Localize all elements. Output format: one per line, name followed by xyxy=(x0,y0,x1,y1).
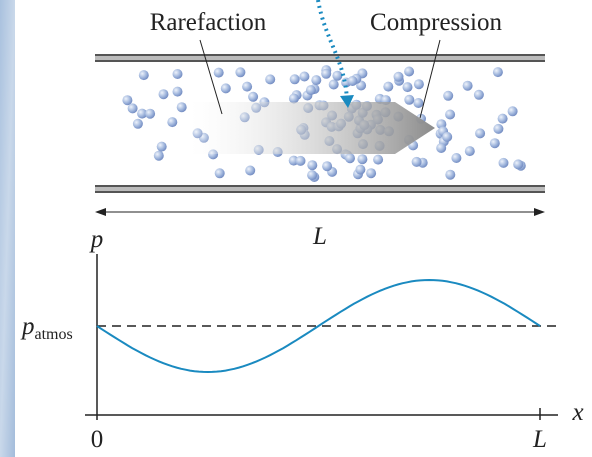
particle xyxy=(366,168,377,179)
particle xyxy=(137,108,148,119)
particle xyxy=(289,74,300,85)
particle xyxy=(332,70,343,81)
particle xyxy=(305,85,316,96)
particle xyxy=(411,156,422,167)
particle xyxy=(172,86,183,97)
particle xyxy=(265,74,276,85)
particle xyxy=(451,153,462,163)
particle xyxy=(214,168,225,179)
tube-wall-bottom xyxy=(95,187,545,191)
x-axis-label: x xyxy=(571,399,583,426)
particle xyxy=(489,138,500,149)
particle xyxy=(475,128,486,139)
particle xyxy=(167,117,178,128)
reference-label: patmos xyxy=(20,313,73,343)
reference-symbol: p xyxy=(20,313,35,340)
rarefaction-label: Rarefaction xyxy=(150,9,267,36)
leader-line xyxy=(419,39,441,119)
particle xyxy=(497,113,508,124)
particle xyxy=(122,95,133,106)
particle xyxy=(383,81,394,92)
particle xyxy=(321,68,332,79)
particle xyxy=(345,153,355,164)
y-axis-label: p xyxy=(89,226,104,253)
particle xyxy=(404,66,415,77)
particle xyxy=(357,154,368,165)
particle xyxy=(402,82,413,93)
length-label: L xyxy=(312,223,327,250)
tube-wall-top xyxy=(95,56,545,60)
x-start-label: 0 xyxy=(91,426,104,453)
particle xyxy=(507,106,518,117)
particle xyxy=(464,146,475,157)
particle xyxy=(413,79,424,90)
particle xyxy=(413,98,424,108)
particle xyxy=(445,109,456,120)
pointer-arrowhead xyxy=(340,95,354,108)
particle xyxy=(493,123,504,134)
particle xyxy=(513,159,524,170)
particle xyxy=(498,157,509,168)
particle xyxy=(295,155,306,166)
particle xyxy=(311,75,322,86)
particle xyxy=(145,108,156,119)
particle xyxy=(404,94,415,105)
particle xyxy=(445,169,456,180)
particle xyxy=(156,141,167,152)
particle xyxy=(492,67,503,78)
particle xyxy=(373,154,384,165)
pointer-arrow xyxy=(316,0,349,101)
particle xyxy=(220,83,231,94)
pressure-curve xyxy=(96,278,541,374)
particle xyxy=(235,67,246,78)
particle xyxy=(322,161,333,172)
particle xyxy=(328,79,339,90)
particle xyxy=(127,103,138,114)
wave-arrow xyxy=(190,102,435,154)
side-strip xyxy=(0,0,15,457)
particle xyxy=(132,118,143,129)
particle xyxy=(436,143,447,153)
particle xyxy=(176,102,187,113)
particle xyxy=(307,160,318,171)
particle xyxy=(307,170,318,181)
tube xyxy=(95,54,545,193)
x-end-label: L xyxy=(532,426,547,453)
particle xyxy=(138,70,149,81)
particle xyxy=(245,165,256,176)
particle xyxy=(355,164,366,175)
compression-label: Compression xyxy=(370,9,502,36)
particle xyxy=(393,71,404,82)
particle xyxy=(347,76,358,86)
particle xyxy=(158,89,169,100)
particle xyxy=(172,69,183,79)
particle xyxy=(473,89,484,100)
particle xyxy=(462,80,473,91)
particle xyxy=(442,131,453,142)
particle xyxy=(213,67,224,78)
leader-line xyxy=(199,39,223,115)
reference-subscript: atmos xyxy=(35,326,73,343)
particle xyxy=(153,150,164,161)
particle xyxy=(443,90,454,101)
particle xyxy=(248,91,259,102)
particle xyxy=(299,71,310,82)
particle xyxy=(288,93,299,104)
particle xyxy=(242,81,253,92)
